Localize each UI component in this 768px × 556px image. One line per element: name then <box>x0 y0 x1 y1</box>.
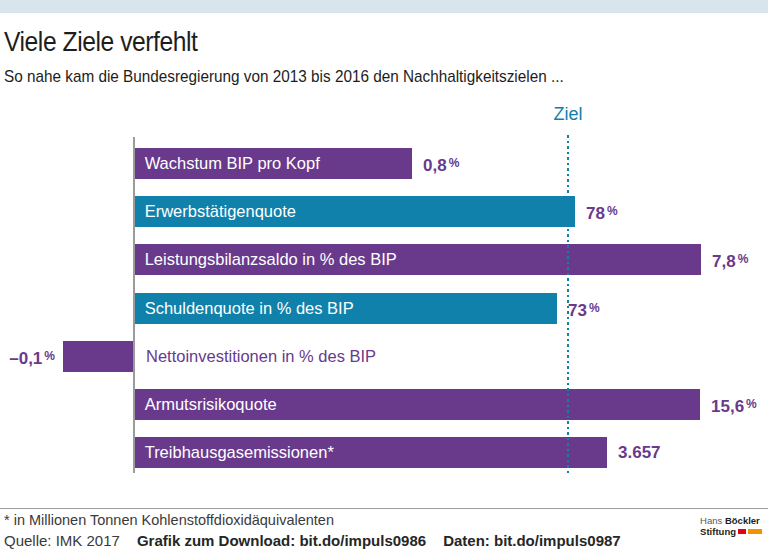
percent-sign: % <box>607 204 618 218</box>
chart-bar <box>63 341 134 372</box>
source-line: Quelle: IMK 2017 Grafik zum Download: bit… <box>4 532 621 549</box>
percent-sign: % <box>746 397 757 411</box>
logo-red-block <box>738 529 746 534</box>
chart-bar: Erwerbstätigenquote <box>134 196 575 227</box>
percent-sign: % <box>449 156 460 170</box>
logo-line2: Stiftung <box>700 527 762 538</box>
chart-bar: Schuldenquote in % des BIP <box>134 293 557 324</box>
bar-label: Schuldenquote in % des BIP <box>134 299 354 319</box>
source-text: Quelle: IMK 2017 <box>4 532 120 549</box>
bar-label: Wachstum BIP pro Kopf <box>134 154 320 174</box>
chart-bar: Treibhausgasemissionen* <box>134 437 607 468</box>
chart-footnote: * in Millionen Tonnen Kohlenstoffdioxidä… <box>4 512 334 528</box>
logo-boeckler-text: Böckler <box>725 515 760 526</box>
bar-label: Treibhausgasemissionen* <box>134 443 334 463</box>
percent-sign: % <box>44 349 55 363</box>
bar-value: 78% <box>586 196 618 229</box>
axis-line <box>133 137 135 473</box>
bar-value: 7,8% <box>712 244 748 277</box>
target-line <box>567 135 569 475</box>
bar-value: –0,1% <box>0 341 55 374</box>
download-link-text: Grafik zum Download: bit.do/impuls0986 <box>137 532 426 549</box>
bar-value: 3.657 <box>618 437 661 468</box>
bar-chart: Ziel Wachstum BIP pro Kopf 0,8% Erwerbstät… <box>0 0 768 556</box>
bar-label: Leistungsbilanzsaldo in % des BIP <box>134 250 397 270</box>
percent-sign: % <box>589 301 600 315</box>
bar-value: 73% <box>568 293 600 326</box>
chart-bar: Armutsrisikoquote <box>134 389 700 420</box>
logo-hans-text: Hans <box>700 515 722 526</box>
chart-bar: Wachstum BIP pro Kopf <box>134 148 412 179</box>
bar-value: 0,8% <box>423 148 459 181</box>
target-line-label: Ziel <box>553 104 582 125</box>
bar-label: Armutsrisikoquote <box>134 395 277 415</box>
chart-bar: Leistungsbilanzsaldo in % des BIP <box>134 244 701 275</box>
percent-sign: % <box>738 252 749 266</box>
logo-stiftung-text: Stiftung <box>700 526 736 537</box>
hans-boeckler-stiftung-logo: Hans Böckler Stiftung <box>700 516 762 537</box>
bar-label: Nettoinvestitionen in % des BIP <box>146 341 376 372</box>
bar-value: 15,6% <box>711 389 757 422</box>
footer-divider <box>0 508 768 509</box>
bar-label: Erwerbstätigenquote <box>134 202 296 222</box>
data-link-text: Daten: bit.do/impuls0987 <box>443 532 621 549</box>
logo-orange-block <box>748 529 762 534</box>
